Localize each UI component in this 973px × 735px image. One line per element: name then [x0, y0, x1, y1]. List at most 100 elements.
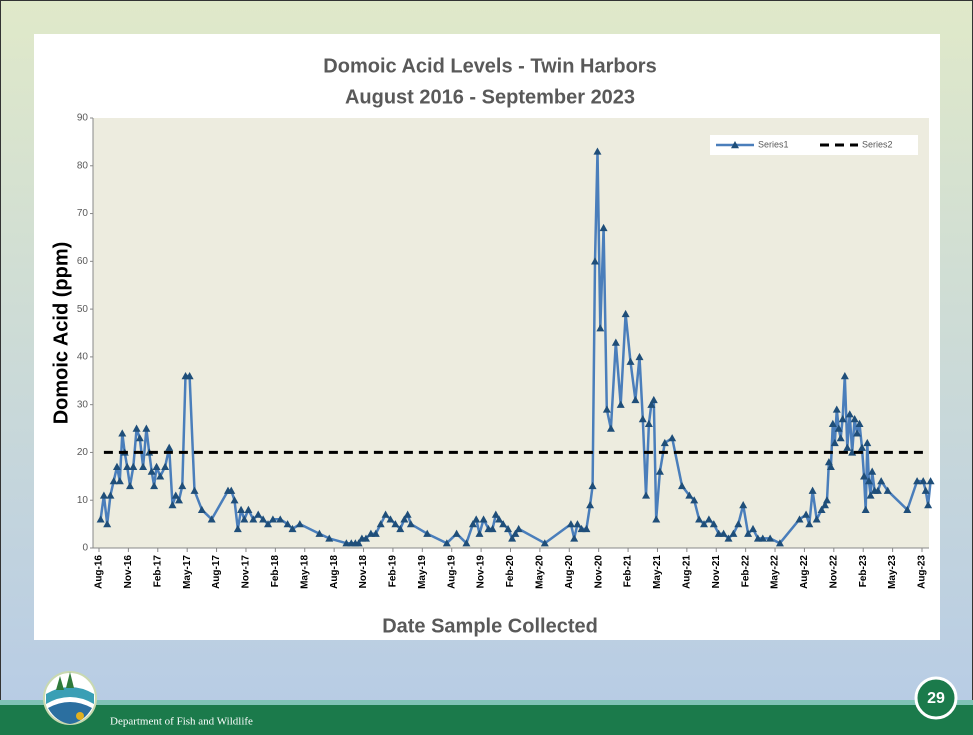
data-point: [511, 529, 520, 537]
x-tick-label: May-22: [770, 555, 781, 589]
data-point: [843, 443, 852, 451]
x-tick-label: Feb-17: [152, 555, 163, 588]
plot-area: [93, 118, 929, 548]
data-point: [795, 515, 804, 523]
data-point: [853, 429, 862, 437]
data-point: [178, 481, 187, 490]
x-tick-label: Nov-20: [593, 555, 604, 589]
y-tick-label: 0: [82, 543, 88, 554]
data-point: [660, 438, 669, 447]
x-tick-label: Nov-22: [828, 555, 839, 589]
data-point: [850, 415, 859, 423]
legend-label: Series1: [758, 139, 789, 149]
data-point: [602, 405, 611, 413]
data-point: [913, 477, 922, 485]
data-point: [866, 491, 875, 499]
data-point: [295, 520, 304, 528]
data-point: [860, 472, 869, 480]
data-point: [161, 462, 170, 470]
data-point: [126, 481, 135, 490]
data-point: [142, 424, 151, 432]
y-tick-label: 90: [77, 113, 89, 124]
x-tick-label: May-20: [535, 555, 546, 589]
data-point: [616, 400, 625, 408]
data-point: [171, 491, 180, 499]
data-point: [376, 520, 385, 528]
x-tick-label: Nov-16: [123, 555, 134, 589]
data-point: [315, 529, 324, 537]
data-point: [152, 462, 161, 470]
data-point: [156, 472, 165, 480]
data-point: [883, 486, 892, 494]
y-tick-label: 40: [77, 352, 89, 363]
data-point: [96, 515, 105, 523]
data-point: [283, 520, 292, 528]
data-point: [812, 515, 821, 523]
data-point: [566, 520, 575, 528]
data-point: [115, 477, 124, 485]
data-point: [864, 477, 873, 485]
data-point: [677, 481, 686, 490]
data-point: [828, 419, 837, 427]
data-point: [185, 372, 194, 380]
data-point: [233, 524, 242, 533]
data-point: [642, 491, 651, 499]
data-point: [593, 147, 602, 155]
x-tick-label: Nov-18: [358, 555, 369, 589]
data-point: [744, 529, 753, 537]
y-axis-title: Domoic Acid (ppm): [50, 242, 72, 425]
data-point: [475, 529, 484, 537]
legend-box: [710, 135, 918, 155]
data-point: [175, 496, 184, 504]
chart-title: Domoic Acid Levels - Twin Harbors: [323, 55, 656, 77]
data-point: [685, 491, 694, 499]
data-point: [631, 395, 640, 404]
data-point: [406, 520, 415, 528]
y-tick-label: 30: [77, 399, 89, 410]
x-tick-label: May-17: [182, 555, 193, 589]
y-tick-label: 10: [77, 495, 89, 506]
x-tick-label: Aug-18: [329, 555, 340, 589]
data-point: [808, 486, 817, 494]
data-point: [168, 501, 177, 509]
x-tick-label: May-21: [652, 555, 663, 589]
data-point: [668, 434, 677, 442]
data-point: [468, 520, 477, 528]
data-point: [919, 477, 928, 485]
data-point: [403, 510, 412, 518]
data-point: [826, 462, 835, 470]
agency-logo: [43, 671, 97, 725]
data-point: [442, 539, 451, 547]
data-point: [924, 501, 933, 509]
data-point: [268, 515, 277, 523]
data-point: [504, 524, 513, 533]
data-point: [877, 477, 886, 485]
legend-marker: [731, 141, 739, 149]
data-point: [863, 438, 872, 447]
data-point: [491, 510, 500, 518]
data-point: [861, 505, 870, 513]
data-point: [259, 515, 268, 523]
data-point: [748, 524, 757, 533]
x-tick-label: Aug-21: [681, 555, 692, 589]
data-point: [802, 510, 811, 518]
data-point: [596, 324, 605, 332]
legend: Series1 Series2: [710, 135, 918, 155]
data-point: [855, 419, 864, 427]
x-tick-label: Feb-22: [740, 555, 751, 588]
data-point: [690, 496, 699, 504]
data-point: [821, 501, 830, 509]
data-point: [926, 477, 935, 485]
data-point: [462, 539, 471, 547]
data-point: [132, 424, 141, 432]
data-point: [704, 515, 713, 523]
footer-band: [0, 705, 973, 735]
data-point: [838, 415, 847, 423]
x-tick-label: Aug-16: [94, 555, 105, 589]
data-point: [817, 505, 826, 513]
data-point: [118, 429, 127, 437]
data-point: [112, 462, 121, 470]
data-point: [621, 309, 630, 318]
data-point: [452, 529, 461, 537]
